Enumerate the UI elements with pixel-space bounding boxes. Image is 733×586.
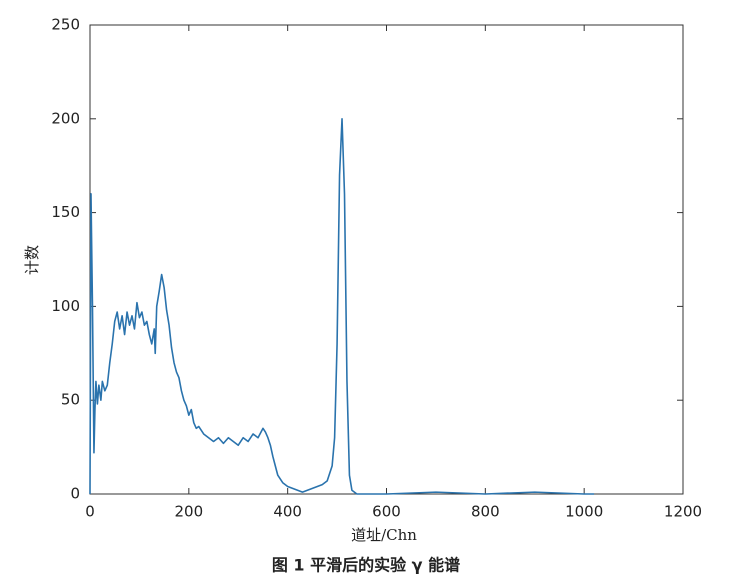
x-tick-label: 600 xyxy=(372,503,401,521)
caption: 图 1 平滑后的实验 γ 能谱 xyxy=(272,556,460,575)
y-tick-label: 250 xyxy=(51,16,80,34)
x-tick-label: 800 xyxy=(471,503,500,521)
x-tick-label: 200 xyxy=(175,503,204,521)
y-tick-label: 0 xyxy=(70,485,80,503)
x-tick-label: 1000 xyxy=(565,503,603,521)
x-tick-label: 0 xyxy=(85,503,95,521)
x-tick-label: 1200 xyxy=(664,503,702,521)
y-tick-label: 150 xyxy=(51,203,80,221)
x-tick-label: 400 xyxy=(273,503,302,521)
plot-frame xyxy=(89,24,684,495)
y-axis-label: 计数 xyxy=(23,245,41,275)
x-axis-label: 道址/Chn xyxy=(351,526,417,544)
y-tick-label: 50 xyxy=(61,391,80,409)
y-tick-label: 100 xyxy=(51,297,80,315)
spectrum-line xyxy=(89,118,595,495)
y-tick-label: 200 xyxy=(51,109,80,127)
